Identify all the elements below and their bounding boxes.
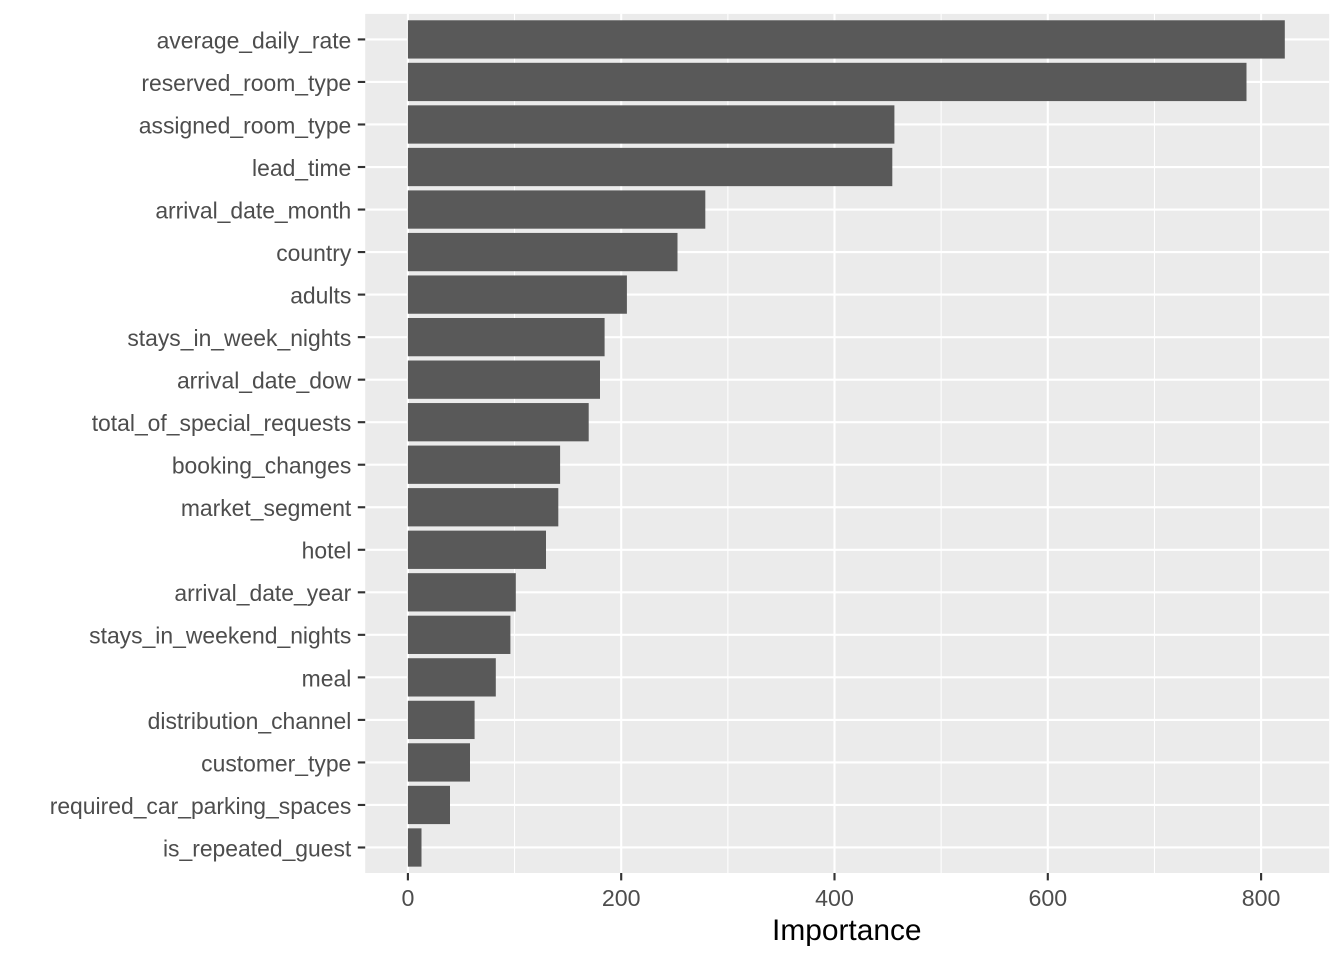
svg-text:stays_in_weekend_nights: stays_in_weekend_nights (89, 623, 351, 649)
svg-text:arrival_date_year: arrival_date_year (174, 580, 351, 606)
svg-text:average_daily_rate: average_daily_rate (157, 27, 352, 53)
svg-text:assigned_room_type: assigned_room_type (139, 112, 352, 138)
svg-text:market_segment: market_segment (181, 495, 352, 521)
svg-text:total_of_special_requests: total_of_special_requests (92, 410, 352, 436)
svg-text:is_repeated_guest: is_repeated_guest (163, 835, 352, 861)
svg-text:200: 200 (602, 885, 641, 911)
svg-text:distribution_channel: distribution_channel (148, 708, 352, 734)
svg-text:arrival_date_month: arrival_date_month (155, 197, 351, 223)
svg-text:stays_in_week_nights: stays_in_week_nights (127, 325, 351, 351)
svg-text:Importance: Importance (772, 914, 922, 947)
svg-text:400: 400 (815, 885, 854, 911)
svg-text:country: country (276, 240, 352, 266)
svg-text:booking_changes: booking_changes (172, 453, 351, 479)
svg-text:lead_time: lead_time (252, 155, 351, 181)
svg-text:meal: meal (302, 665, 352, 691)
svg-text:800: 800 (1242, 885, 1281, 911)
svg-text:customer_type: customer_type (201, 750, 351, 776)
svg-text:required_car_parking_spaces: required_car_parking_spaces (50, 793, 352, 819)
svg-text:600: 600 (1028, 885, 1067, 911)
svg-text:hotel: hotel (302, 538, 352, 564)
svg-text:0: 0 (401, 885, 414, 911)
svg-text:adults: adults (290, 283, 351, 309)
svg-text:reserved_room_type: reserved_room_type (141, 70, 351, 96)
svg-text:arrival_date_dow: arrival_date_dow (177, 368, 352, 394)
